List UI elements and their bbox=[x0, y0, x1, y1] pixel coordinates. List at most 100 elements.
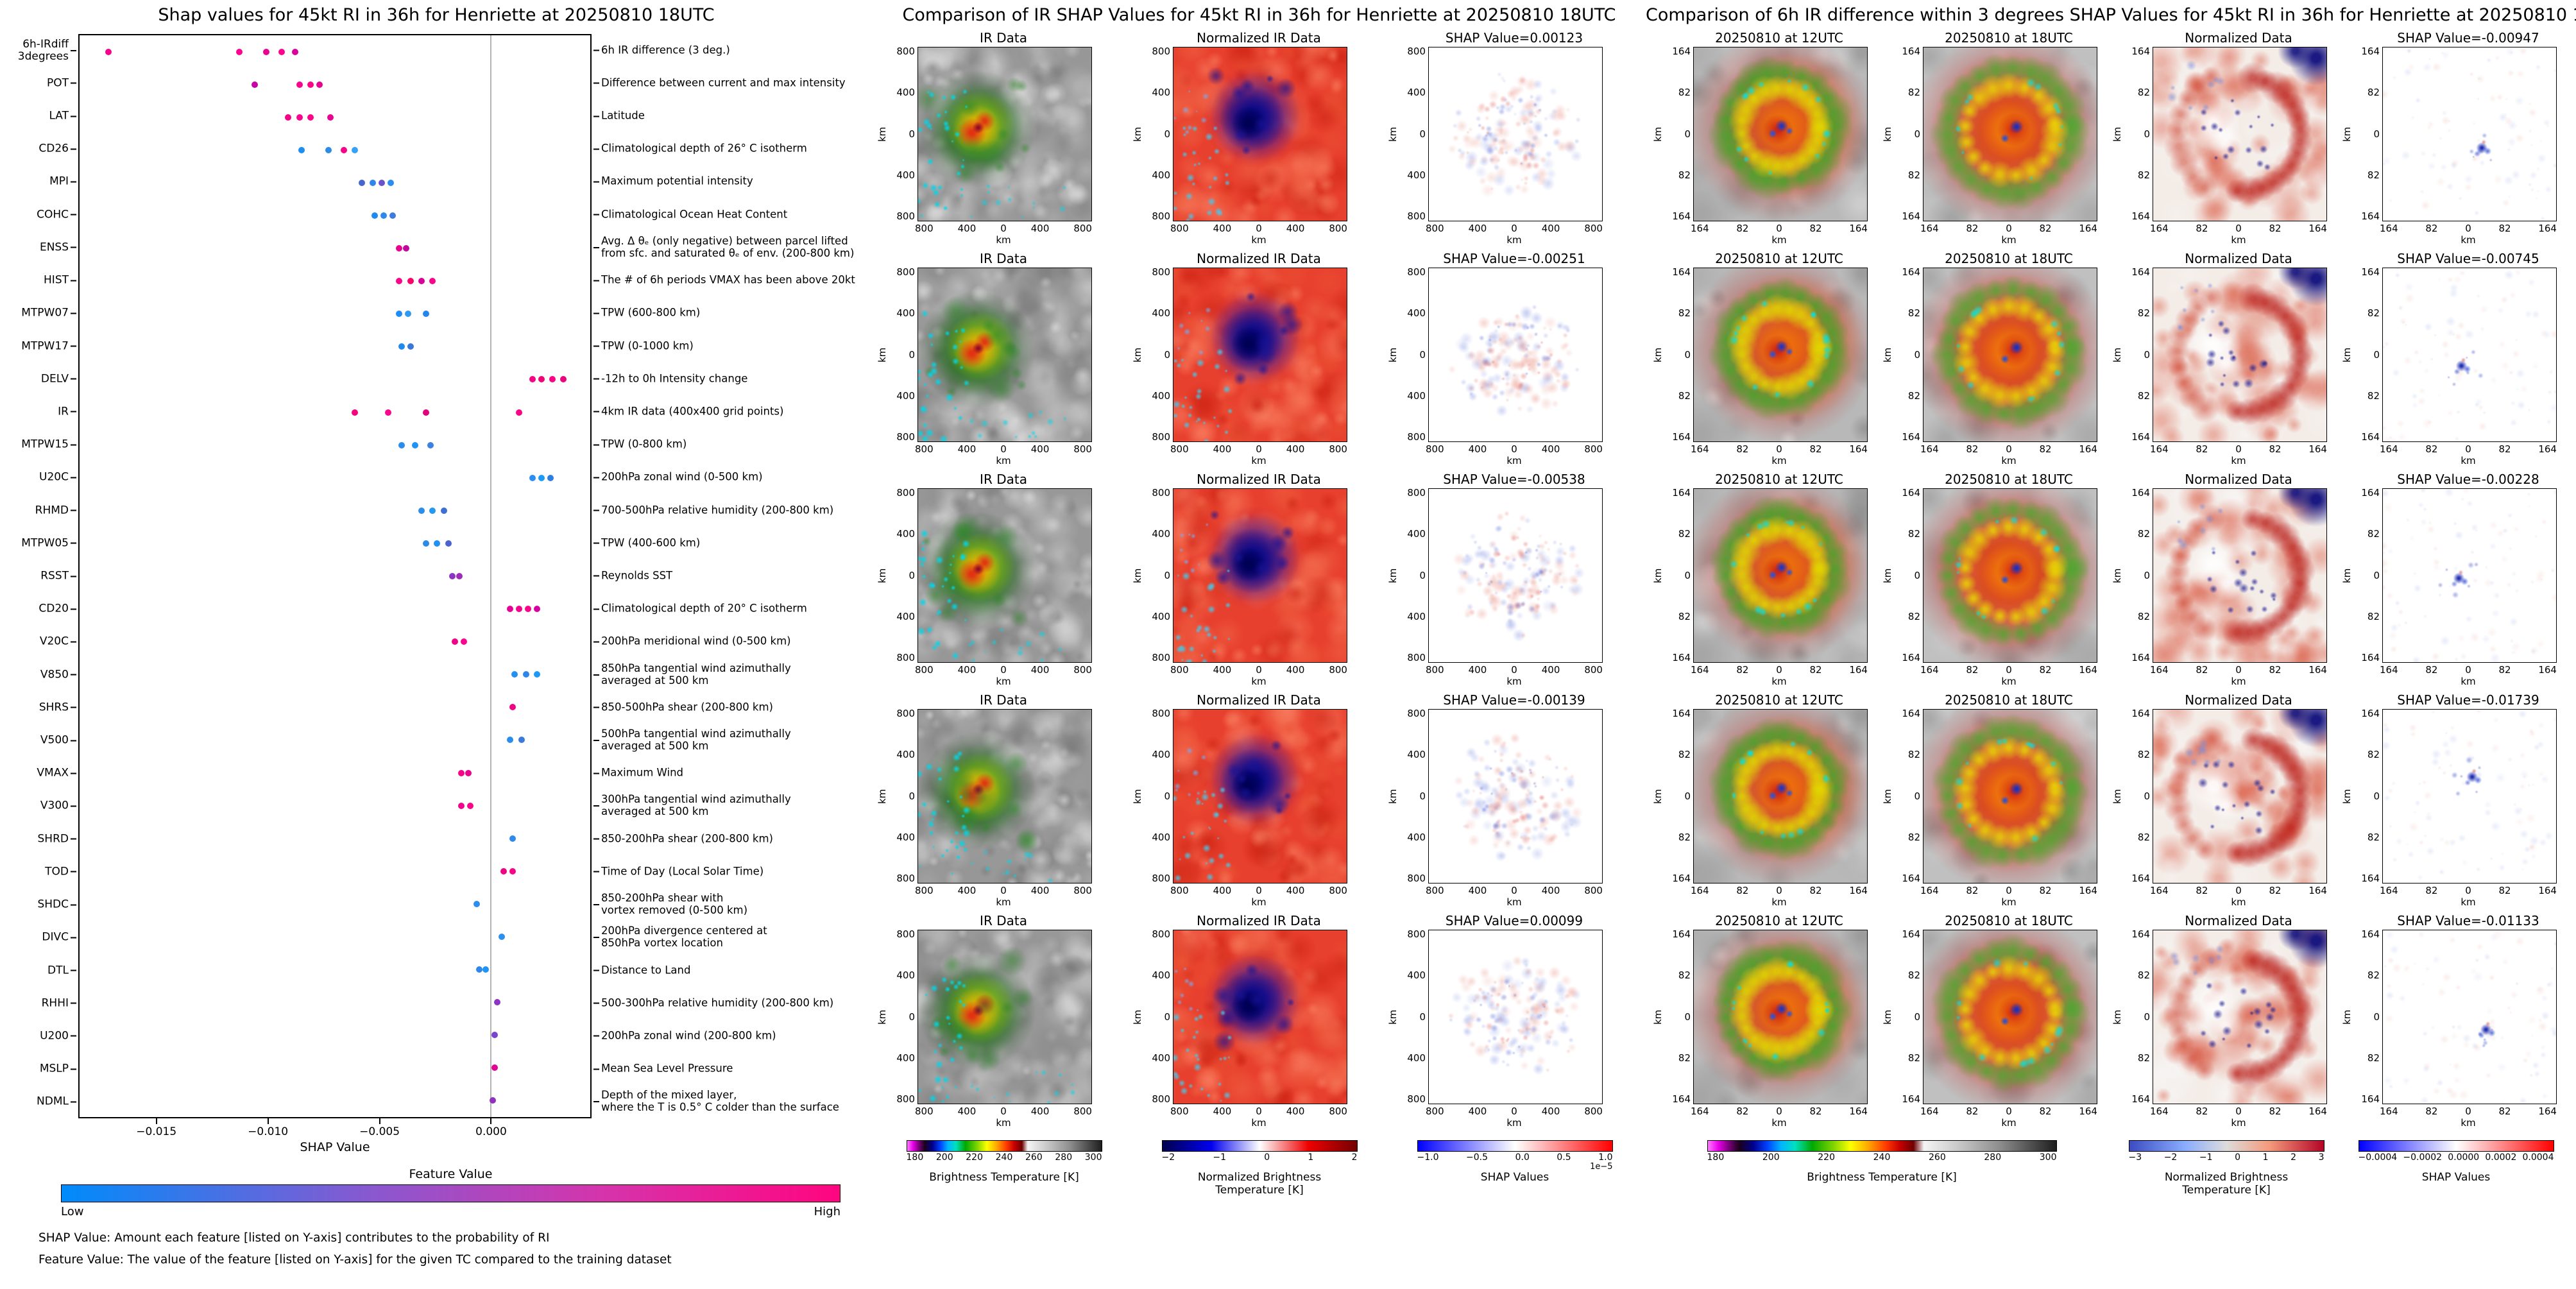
shap-point bbox=[352, 146, 359, 153]
y-tick-label: 82 bbox=[1907, 528, 1920, 540]
y-tick-label: 0 bbox=[1684, 790, 1691, 802]
y-axis-unit-label: km bbox=[1387, 789, 1399, 804]
y-axis-ticks: 164 82 0 82 164 bbox=[2353, 268, 2382, 442]
y-tick-label: 164 bbox=[1672, 708, 1691, 719]
shap-point bbox=[467, 802, 474, 809]
y-tick-label: 0 bbox=[2144, 569, 2150, 581]
beeswarm-ylabels: 6h-IRdiff 3degrees POT LAT CD26 MPI COHC ENSS H… bbox=[0, 34, 78, 1118]
image-panel-title: SHAP Value=0.00099 bbox=[1445, 913, 1583, 928]
x-tick-label: 0 bbox=[1256, 664, 1262, 676]
shap-point bbox=[529, 376, 536, 383]
x-tick-label: 800 bbox=[915, 1105, 934, 1117]
y-tick-label: 0 bbox=[1914, 1011, 1920, 1023]
x-tick-label: 800 bbox=[1170, 223, 1189, 234]
feature-description: 700-500hPa relative humidity (200-800 km… bbox=[592, 504, 833, 516]
x-axis-label: SHAP Value bbox=[300, 1140, 370, 1154]
colorbar bbox=[1161, 1140, 1358, 1152]
y-axis-unit-label: km bbox=[1652, 1009, 1664, 1025]
y-tick-label: 400 bbox=[896, 610, 915, 622]
feature-label-text: U20C bbox=[39, 470, 69, 484]
y-tick-label: 82 bbox=[2137, 389, 2150, 402]
shap-point bbox=[411, 441, 418, 448]
feature-label: HIST bbox=[44, 274, 78, 287]
satellite-image bbox=[1428, 47, 1603, 221]
y-tick-label: 164 bbox=[1902, 928, 1920, 940]
x-tick-label: 164 bbox=[2079, 1105, 2097, 1117]
y-tick-label: 800 bbox=[1152, 210, 1170, 222]
y-tick-label: 0 bbox=[2373, 128, 2380, 140]
colorbar-tick-label: 0 bbox=[2235, 1152, 2241, 1163]
satellite-image bbox=[2153, 709, 2327, 884]
x-axis-ticks: 164 82 0 82 164 bbox=[2150, 885, 2327, 896]
shap-point bbox=[518, 737, 525, 744]
y-tick-label: 800 bbox=[1152, 46, 1170, 57]
x-axis-ticks: 800 400 0 400 800 bbox=[915, 443, 1092, 455]
y-tick-label: 0 bbox=[1419, 348, 1426, 361]
x-tick-label: 164 bbox=[2079, 443, 2097, 455]
y-tick-label: 400 bbox=[896, 87, 915, 99]
feature-label-text: V20C bbox=[39, 635, 69, 648]
y-axis-unit-label: km bbox=[1387, 126, 1399, 142]
image-panel-body: km 164 82 0 82 164 bbox=[2341, 488, 2571, 663]
feature-label: MTPW07 bbox=[21, 307, 78, 320]
image-panel-title: IR Data bbox=[980, 251, 1027, 266]
y-tick-mark bbox=[593, 246, 599, 248]
x-tick-label: 400 bbox=[1468, 885, 1487, 896]
x-tick-label: 82 bbox=[2498, 885, 2511, 896]
shap-point bbox=[422, 409, 429, 416]
y-axis-ticks: 800 400 0 400 800 bbox=[1399, 488, 1428, 663]
feature-description: 300hPa tangential wind azimuthally avera… bbox=[592, 794, 791, 819]
colorbar-caption: Normalized Brightness Temperature [K] bbox=[2164, 1171, 2289, 1197]
y-tick-mark bbox=[71, 773, 76, 774]
feature-label-text: V500 bbox=[40, 733, 69, 747]
y-axis-ticks: 800 400 0 400 800 bbox=[1399, 930, 1428, 1104]
irdiff-shap-panel: Comparison of 6h IR difference within 3 … bbox=[1646, 0, 2576, 1289]
x-tick-label: 164 bbox=[1691, 223, 1709, 234]
x-tick-label: 82 bbox=[2425, 443, 2438, 455]
image-panel-title: Normalized IR Data bbox=[1197, 30, 1321, 46]
x-tick-label: 400 bbox=[1286, 885, 1305, 896]
shap-point bbox=[429, 278, 436, 285]
satellite-image bbox=[1428, 268, 1603, 442]
x-tick-label: 164 bbox=[1691, 1105, 1709, 1117]
feature-value-colorbar-title: Feature Value bbox=[409, 1167, 493, 1181]
y-tick-label: 400 bbox=[1152, 307, 1170, 320]
x-axis-ticks: 800 400 0 400 800 bbox=[1170, 223, 1347, 234]
colorbar-block: 180 200 220 240 260 280 300 Brightness Temperat… bbox=[1707, 1140, 2057, 1197]
image-panel-body: km 164 82 0 82 164 bbox=[2111, 488, 2341, 663]
beeswarm-area: 6h-IRdiff 3degrees POT LAT CD26 MPI COHC ENSS H… bbox=[0, 34, 873, 1118]
image-panel-title: Normalized Data bbox=[2185, 472, 2292, 487]
feature-description: Reynolds SST bbox=[592, 570, 672, 583]
satellite-image bbox=[2153, 930, 2327, 1104]
x-tick-mark bbox=[379, 1118, 380, 1124]
y-tick-label: 82 bbox=[1907, 87, 1920, 99]
satellite-image bbox=[1693, 709, 1868, 884]
x-tick-mark bbox=[155, 1118, 157, 1124]
image-panel-body: km 164 82 0 82 164 bbox=[1882, 709, 2111, 884]
shap-point bbox=[358, 179, 365, 186]
y-axis-ticks: 800 400 0 400 800 bbox=[888, 930, 917, 1104]
colorbar-tick-label: 200 bbox=[1762, 1152, 1780, 1163]
x-axis-unit-label: km bbox=[1771, 676, 1787, 687]
x-tick-label: 82 bbox=[2039, 443, 2052, 455]
feature-description: Time of Day (Local Solar Time) bbox=[592, 865, 763, 878]
y-tick-label: 82 bbox=[1907, 831, 1920, 843]
y-tick-label: 164 bbox=[1902, 1093, 1920, 1105]
y-tick-label: 0 bbox=[2144, 1011, 2150, 1023]
y-tick-label: 164 bbox=[1672, 46, 1691, 57]
image-panel: Normalized Data km 164 82 0 82 164 164 82 0 82 164 k… bbox=[2111, 251, 2341, 466]
image-panel: Normalized Data km 164 82 0 82 164 164 82 0 82 164 k… bbox=[2111, 472, 2341, 687]
x-tick-label: 800 bbox=[1584, 223, 1603, 234]
x-tick-label: 164 bbox=[2150, 443, 2169, 455]
x-tick-label: 800 bbox=[1170, 664, 1189, 676]
shap-summary-panel: Shap values for 45kt RI in 36h for Henri… bbox=[0, 0, 873, 1289]
y-tick-label: 0 bbox=[1164, 128, 1170, 140]
feature-description: 200hPa divergence centered at 850hPa vor… bbox=[592, 925, 767, 950]
x-tick-label: 82 bbox=[2498, 664, 2511, 676]
x-tick-label: 400 bbox=[957, 664, 977, 676]
x-tick-label: 164 bbox=[2150, 1105, 2169, 1117]
shap-point bbox=[458, 769, 465, 776]
colorbar bbox=[1707, 1140, 2057, 1152]
y-axis-ticks: 164 82 0 82 164 bbox=[1893, 47, 1923, 221]
y-tick-label: 400 bbox=[1152, 749, 1170, 761]
